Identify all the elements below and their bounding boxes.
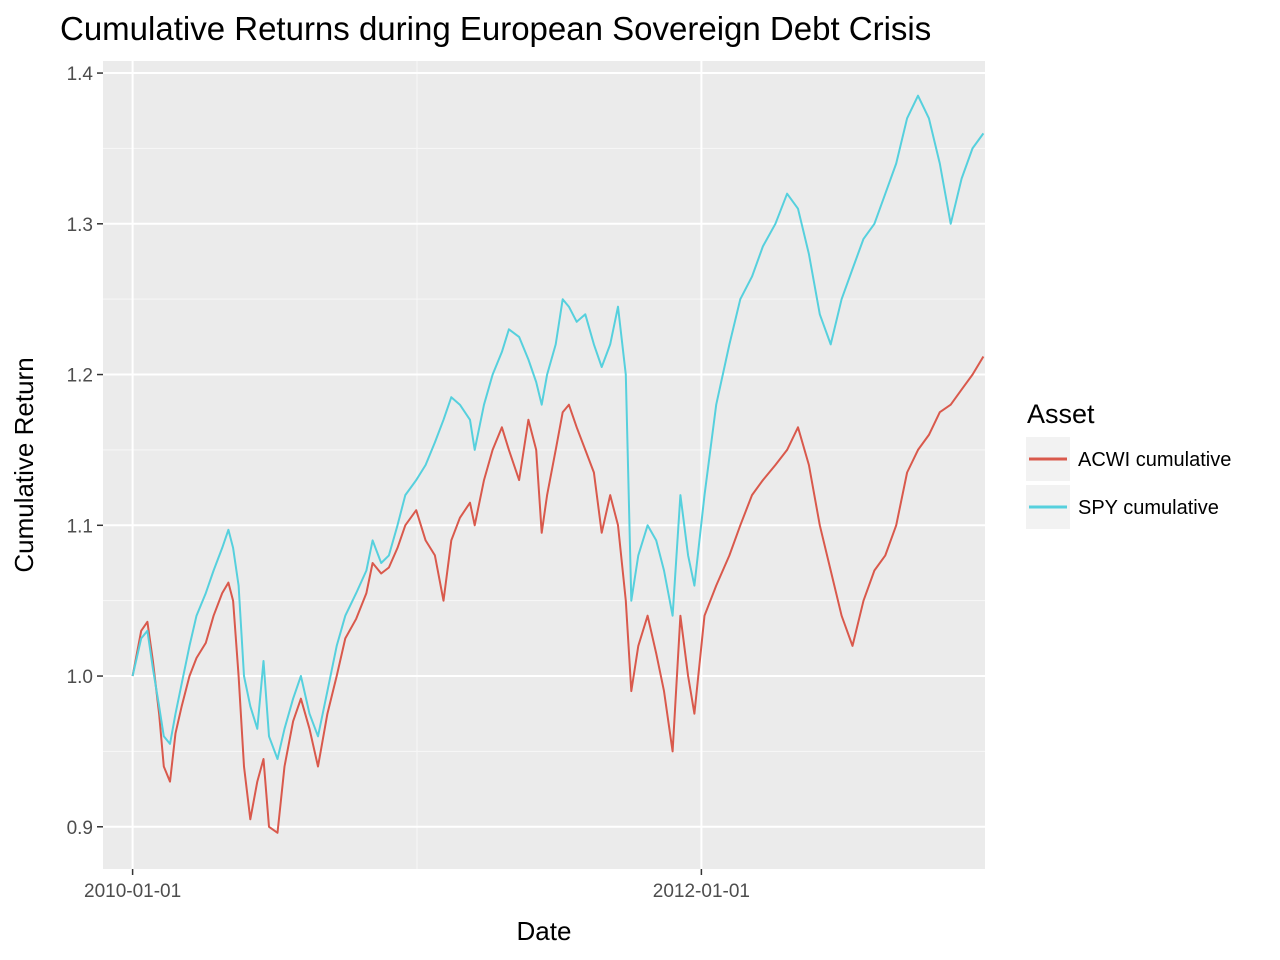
legend-title: Asset <box>1027 399 1095 429</box>
y-axis-title: Cumulative Return <box>9 357 39 572</box>
y-tick-label: 1.2 <box>67 366 93 387</box>
legend-label-acwi: ACWI cumulative <box>1078 449 1231 471</box>
legend-item-spy: SPY cumulative <box>1026 485 1219 529</box>
plot-panel <box>103 61 985 869</box>
y-tick-label: 0.9 <box>67 818 93 839</box>
y-tick-label: 1.3 <box>67 215 93 236</box>
y-tick-label: 1.0 <box>67 667 93 688</box>
x-tick-label: 2010-01-01 <box>84 881 181 902</box>
x-axis-title: Date <box>517 916 572 946</box>
x-tick-label: 2012-01-01 <box>653 881 750 902</box>
y-tick-label: 1.1 <box>67 516 93 537</box>
chart-title: Cumulative Returns during European Sover… <box>60 10 931 47</box>
minor-gridlines <box>103 61 985 869</box>
series-line-acwi <box>131 355 985 834</box>
major-gridlines <box>103 61 985 869</box>
legend: Asset ACWI cumulative SPY cumulative <box>1026 399 1231 529</box>
legend-item-acwi: ACWI cumulative <box>1026 437 1231 481</box>
series-line-spy <box>131 94 985 760</box>
y-tick-label: 1.4 <box>67 64 94 85</box>
y-axis: 0.9 1.0 1.1 1.2 1.3 1.4 <box>67 64 103 839</box>
series-layer <box>131 94 985 834</box>
legend-label-spy: SPY cumulative <box>1078 497 1219 519</box>
x-axis: 2010-01-01 2012-01-01 <box>84 869 750 902</box>
